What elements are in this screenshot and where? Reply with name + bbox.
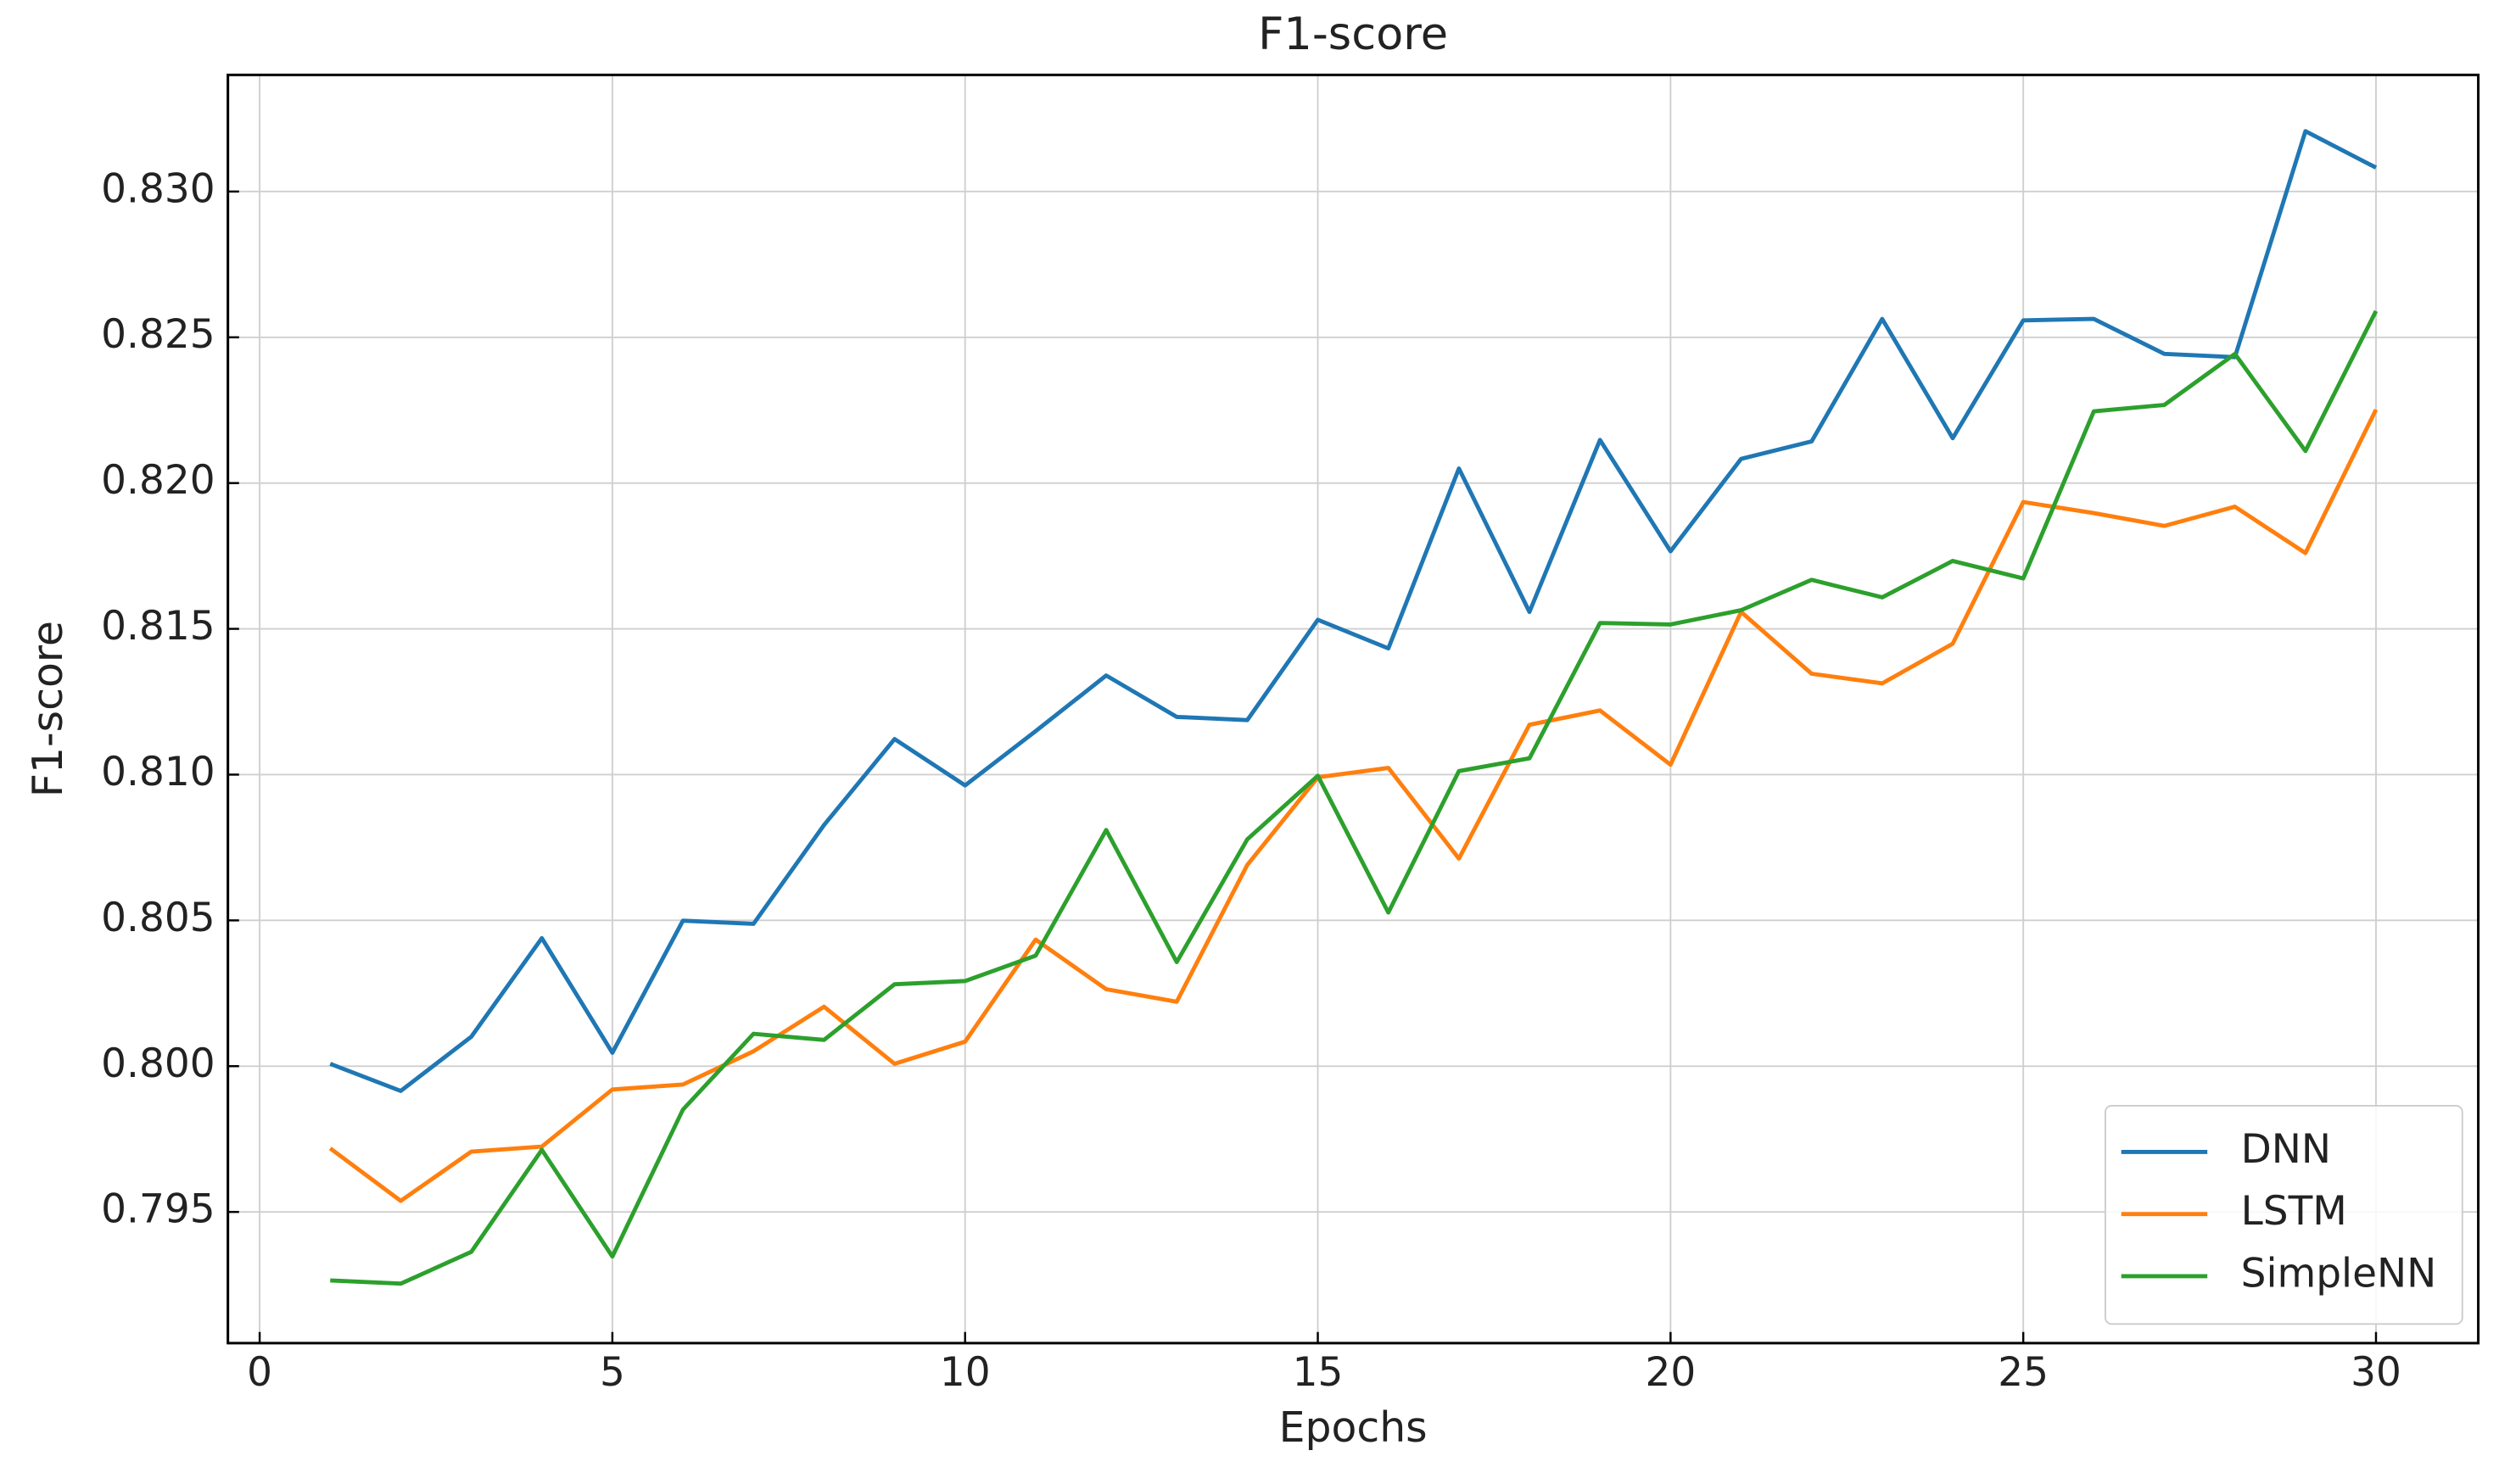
y-axis-label: F1-score <box>24 621 72 797</box>
legend-label: LSTM <box>2241 1188 2347 1235</box>
x-tick-label: 15 <box>1293 1349 1344 1396</box>
legend: DNN LSTM SimpleNN <box>2104 1104 2463 1325</box>
x-tick-label: 5 <box>600 1349 625 1396</box>
x-tick-label: 20 <box>1645 1349 1696 1396</box>
x-tick-label: 25 <box>1998 1349 2049 1396</box>
legend-label: SimpleNN <box>2241 1250 2437 1297</box>
data-line <box>329 129 2378 1093</box>
x-tick-label: 30 <box>2351 1349 2401 1396</box>
x-axis-label: Epochs <box>1279 1403 1428 1452</box>
data-line <box>330 310 2379 1286</box>
y-tick-label: 0.810 <box>101 749 215 795</box>
x-tick-label: 10 <box>940 1349 991 1396</box>
y-tick-label: 0.825 <box>101 311 215 358</box>
data-line <box>328 408 2379 1203</box>
legend-label: DNN <box>2241 1126 2331 1173</box>
y-tick-label: 0.795 <box>101 1186 215 1233</box>
x-tick-label: 0 <box>247 1349 272 1396</box>
plot-frame <box>226 73 2480 1345</box>
legend-box <box>2104 1104 2463 1325</box>
y-tick-label: 0.830 <box>101 165 215 212</box>
y-tick-label: 0.820 <box>101 457 215 504</box>
y-tick-label: 0.805 <box>101 895 215 941</box>
y-tick-label: 0.815 <box>101 603 215 650</box>
chart-title: F1-score <box>1258 8 1448 60</box>
y-tick-label: 0.800 <box>101 1040 215 1087</box>
